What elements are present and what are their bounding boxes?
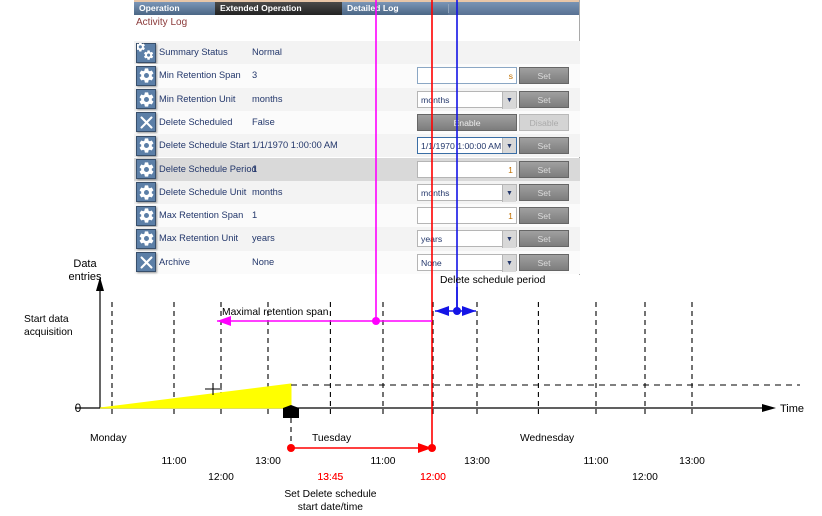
svg-text:13:00: 13:00 bbox=[255, 456, 281, 467]
svg-text:Start data: Start data bbox=[24, 314, 69, 325]
svg-text:13:45: 13:45 bbox=[318, 472, 344, 483]
svg-text:13:00: 13:00 bbox=[464, 456, 490, 467]
svg-text:Tuesday: Tuesday bbox=[312, 433, 352, 444]
svg-text:11:00: 11:00 bbox=[161, 456, 186, 467]
svg-text:11:00: 11:00 bbox=[370, 456, 395, 467]
svg-text:13:00: 13:00 bbox=[679, 456, 705, 467]
svg-text:12:00: 12:00 bbox=[208, 472, 234, 483]
svg-text:Delete schedule period: Delete schedule period bbox=[440, 275, 546, 286]
svg-text:Maximal retention span: Maximal retention span bbox=[222, 307, 329, 318]
svg-text:11:00: 11:00 bbox=[583, 456, 608, 467]
svg-text:12:00: 12:00 bbox=[632, 472, 658, 483]
svg-text:Time: Time bbox=[780, 403, 804, 415]
svg-text:Wednesday: Wednesday bbox=[520, 433, 575, 444]
svg-text:start date/time: start date/time bbox=[298, 502, 364, 513]
svg-text:Set Delete schedule: Set Delete schedule bbox=[284, 489, 376, 500]
svg-text:12:00: 12:00 bbox=[420, 472, 446, 483]
svg-text:0: 0 bbox=[75, 403, 81, 415]
svg-text:13:45: 13:45 bbox=[318, 472, 344, 483]
svg-text:12:00: 12:00 bbox=[420, 472, 446, 483]
svg-text:Data: Data bbox=[73, 258, 97, 270]
svg-text:entries: entries bbox=[68, 271, 102, 283]
svg-text:acquisition: acquisition bbox=[24, 327, 73, 338]
svg-text:Monday: Monday bbox=[90, 433, 127, 444]
